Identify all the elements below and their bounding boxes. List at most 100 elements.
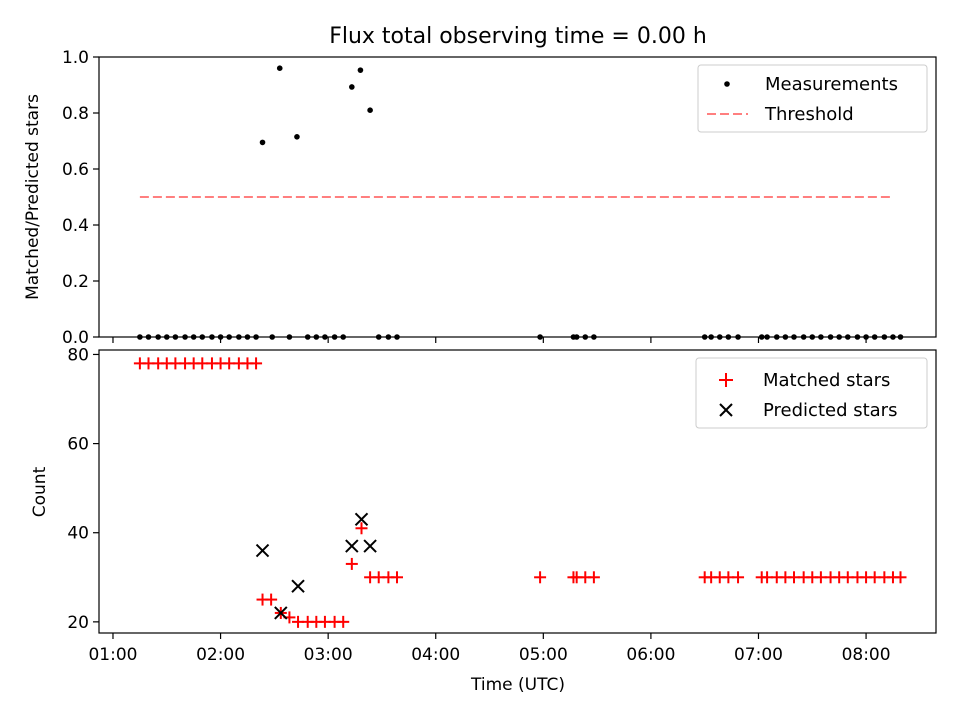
measurement-points bbox=[137, 65, 904, 340]
measurement-point bbox=[818, 334, 824, 340]
measurement-point bbox=[890, 334, 896, 340]
measurement-point bbox=[331, 334, 338, 340]
measurement-point bbox=[871, 334, 878, 340]
top-y-axis-label: Matched/Predicted stars bbox=[23, 94, 43, 300]
measurement-point bbox=[394, 334, 400, 340]
measurement-point bbox=[725, 334, 732, 340]
predicted-star-point bbox=[255, 543, 270, 558]
bottom-x-tick-label: 05:00 bbox=[519, 645, 568, 665]
measurement-point bbox=[716, 334, 723, 340]
measurement-point bbox=[155, 334, 161, 340]
legend-threshold-label: Threshold bbox=[764, 104, 854, 125]
matched-star-point bbox=[265, 593, 278, 606]
legend-measurements-marker bbox=[724, 81, 730, 87]
measurement-point bbox=[582, 334, 589, 340]
bottom-x-tick-label: 03:00 bbox=[304, 645, 353, 665]
measurement-point bbox=[897, 334, 904, 340]
measurement-point bbox=[708, 334, 714, 340]
top-x-axis bbox=[112, 337, 867, 343]
measurement-point bbox=[145, 334, 152, 340]
bottom-x-tick-label: 06:00 bbox=[626, 645, 675, 665]
measurement-point bbox=[217, 334, 224, 340]
measurement-point bbox=[349, 84, 355, 90]
measurement-point bbox=[209, 334, 215, 340]
measurement-point bbox=[791, 334, 797, 340]
measurement-point bbox=[199, 334, 206, 340]
measurement-point bbox=[844, 334, 851, 340]
bottom-x-axis: 01:00 02:00 03:00 04:00 05:00 06:00 07:00 08:00 bbox=[88, 633, 891, 665]
bottom-x-tick-label: 08:00 bbox=[842, 645, 891, 665]
measurement-point bbox=[773, 334, 780, 340]
measurement-point bbox=[163, 334, 170, 340]
legend-predicted-marker bbox=[719, 403, 733, 417]
bottom-legend: Matched stars Predicted stars bbox=[695, 357, 928, 429]
bottom-y-tick-label: 60 bbox=[67, 435, 89, 455]
matched-star-point bbox=[337, 615, 350, 628]
top-y-tick-label: 0.2 bbox=[62, 272, 89, 292]
measurement-point bbox=[573, 334, 580, 340]
measurement-point bbox=[881, 334, 888, 340]
measurement-point bbox=[269, 334, 276, 340]
measurement-point bbox=[172, 334, 179, 340]
measurement-point bbox=[357, 67, 364, 73]
bottom-y-tick-label: 20 bbox=[67, 613, 89, 633]
matched-star-point bbox=[355, 522, 368, 535]
measurement-point bbox=[764, 334, 770, 340]
measurement-point bbox=[367, 107, 373, 113]
measurement-point bbox=[735, 334, 741, 340]
measurement-point bbox=[259, 139, 266, 146]
measurement-point bbox=[253, 334, 259, 340]
legend-matched-marker bbox=[719, 373, 733, 387]
top-y-tick-label: 0.4 bbox=[62, 216, 89, 236]
bottom-y-axis: 20 40 60 80 bbox=[67, 345, 99, 633]
matched-star-point bbox=[534, 571, 547, 584]
bottom-x-tick-label: 04:00 bbox=[411, 645, 460, 665]
measurement-point bbox=[276, 65, 283, 71]
matched-star-point bbox=[345, 557, 358, 570]
measurement-point bbox=[809, 334, 816, 340]
bottom-legend-frame bbox=[695, 357, 928, 429]
predicted-star-stroke bbox=[363, 539, 377, 553]
bottom-x-tick-label: 07:00 bbox=[734, 645, 783, 665]
predicted-star-point bbox=[363, 539, 377, 553]
bottom-plot-frame bbox=[98, 349, 937, 634]
bottom-x-tick-label: 02:00 bbox=[196, 645, 245, 665]
matched-star-point bbox=[391, 571, 404, 584]
top-y-tick-label: 0.8 bbox=[62, 104, 89, 124]
measurement-point bbox=[827, 334, 834, 340]
measurement-point bbox=[854, 334, 861, 340]
measurement-point bbox=[782, 334, 789, 340]
predicted-star-point bbox=[354, 512, 369, 527]
bottom-x-tick-label: 01:00 bbox=[88, 645, 137, 665]
x-axis-label: Time (UTC) bbox=[470, 675, 565, 695]
top-plot-frame bbox=[98, 56, 937, 338]
top-y-tick-label: 0.0 bbox=[62, 328, 89, 348]
measurement-point bbox=[226, 334, 232, 340]
measurement-point bbox=[385, 334, 392, 340]
measurement-point bbox=[758, 334, 765, 340]
measurement-point bbox=[304, 334, 311, 340]
matched-star-point bbox=[732, 571, 745, 584]
legend-measurements-label: Measurements bbox=[765, 74, 898, 95]
measurement-point bbox=[340, 334, 347, 340]
measurement-point bbox=[322, 334, 328, 340]
matched-star-point bbox=[587, 571, 600, 584]
predicted-star-stroke bbox=[291, 579, 305, 593]
bottom-y-axis-label: Count bbox=[30, 466, 50, 517]
predicted-star-stroke bbox=[255, 543, 270, 558]
measurement-point bbox=[836, 334, 842, 340]
top-y-tick-label: 1.0 bbox=[62, 48, 89, 68]
top-plot: 0.0 0.2 0.4 0.6 0.8 1.0 Matched/Predicted sta… bbox=[23, 48, 937, 348]
predicted-star-point bbox=[345, 539, 359, 553]
predicted-star-stroke bbox=[354, 512, 369, 527]
measurement-point bbox=[537, 334, 543, 340]
measurement-point bbox=[236, 334, 242, 340]
measurement-point bbox=[244, 334, 251, 340]
measurement-point bbox=[137, 334, 143, 340]
matched-star-point bbox=[894, 571, 907, 584]
measurement-point bbox=[294, 134, 300, 140]
predicted-star-point bbox=[291, 579, 305, 593]
measurement-point bbox=[375, 334, 382, 340]
measurement-point bbox=[863, 334, 869, 340]
